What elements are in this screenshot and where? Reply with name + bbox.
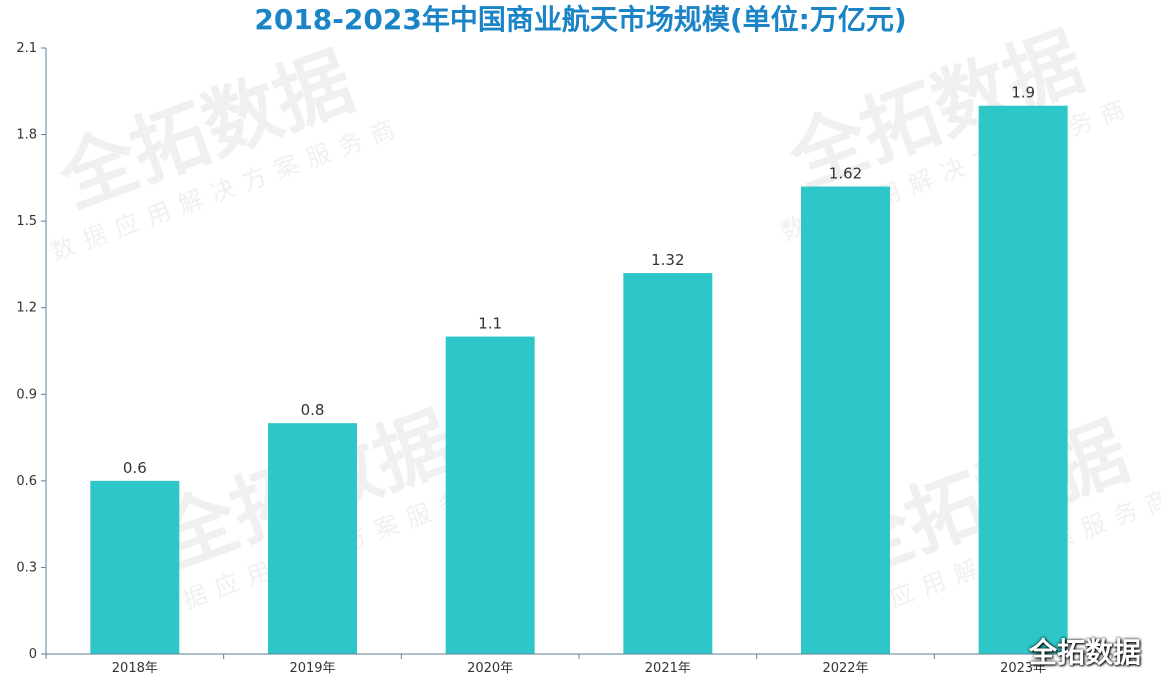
- data-label: 1.9: [1011, 84, 1035, 102]
- bar-2021年: [623, 273, 713, 654]
- y-axis-ticks: 0 0.3 0.6 0.9 1.2 1.5 1.8 2.1: [16, 41, 46, 662]
- data-label-group: 0.6 0.8 1.1 1.32 1.62 1.9: [123, 84, 1035, 477]
- y-tick-label: 1.8: [16, 128, 37, 143]
- x-tick-label: 2022年: [822, 661, 868, 676]
- data-label: 0.8: [301, 401, 325, 419]
- y-tick-label: 0.3: [16, 560, 37, 575]
- y-tick-label: 0.9: [16, 387, 37, 402]
- x-tick-label: 2023年: [1000, 661, 1046, 676]
- x-tick-label: 2019年: [289, 661, 335, 676]
- bar-group: [90, 105, 1068, 654]
- chart-title: 2018-2023年中国商业航天市场规模(单位:万亿元): [254, 3, 907, 36]
- y-tick-label: 1.5: [16, 214, 37, 229]
- y-tick-label: 1.2: [16, 301, 37, 316]
- x-tick-label: 2021年: [645, 661, 691, 676]
- bar-2020年: [445, 336, 535, 654]
- x-tick-label: 2020年: [467, 661, 513, 676]
- x-tick-label: 2018年: [112, 661, 158, 676]
- data-label: 1.1: [478, 315, 502, 333]
- y-tick-label: 2.1: [16, 41, 37, 56]
- brand-logo: 全拓数据: [1028, 636, 1141, 669]
- bar-2022年: [801, 186, 890, 654]
- x-axis-ticks: 2018年 2019年 2020年 2021年 2022年 2023年: [45, 654, 1113, 676]
- bar-2018年: [90, 480, 180, 654]
- y-tick-label: 0: [29, 647, 37, 662]
- bar-2023年: [978, 105, 1068, 654]
- y-tick-label: 0.6: [16, 474, 37, 489]
- data-label: 1.62: [829, 165, 862, 183]
- data-label: 0.6: [123, 459, 147, 477]
- bar-2019年: [268, 423, 357, 654]
- data-label: 1.32: [651, 251, 684, 269]
